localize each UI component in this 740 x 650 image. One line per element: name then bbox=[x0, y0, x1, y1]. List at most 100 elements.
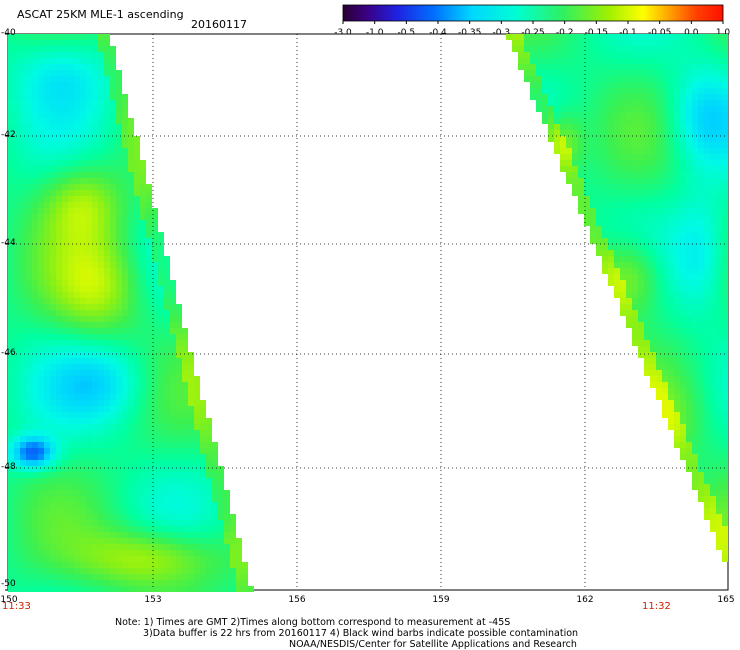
wind-cell bbox=[632, 142, 638, 148]
wind-cell bbox=[716, 220, 722, 226]
wind-cell bbox=[86, 568, 92, 574]
wind-cell bbox=[74, 376, 80, 382]
wind-cell bbox=[668, 106, 674, 112]
wind-cell bbox=[584, 64, 590, 70]
wind-cell bbox=[722, 160, 728, 166]
wind-cell bbox=[158, 376, 164, 382]
wind-cell bbox=[590, 202, 596, 208]
colorbar-tick-label: 1.0 bbox=[715, 28, 731, 38]
wind-cell bbox=[92, 394, 98, 400]
wind-cell bbox=[110, 478, 116, 484]
wind-cell bbox=[662, 100, 668, 106]
wind-cell bbox=[92, 484, 98, 490]
wind-cell bbox=[92, 286, 98, 292]
wind-cell bbox=[212, 520, 218, 526]
wind-cell bbox=[32, 502, 38, 508]
wind-cell bbox=[74, 430, 80, 436]
wind-cell bbox=[716, 88, 722, 94]
wind-cell bbox=[122, 334, 128, 340]
wind-cell bbox=[62, 106, 68, 112]
wind-cell bbox=[620, 76, 626, 82]
wind-cell bbox=[44, 154, 50, 160]
wind-cell bbox=[20, 334, 26, 340]
wind-cell bbox=[122, 124, 128, 130]
wind-cell bbox=[698, 370, 704, 376]
wind-cell bbox=[668, 172, 674, 178]
wind-cell bbox=[644, 208, 650, 214]
wind-cell bbox=[638, 172, 644, 178]
wind-cell bbox=[32, 514, 38, 520]
wind-cell bbox=[722, 352, 728, 358]
wind-cell bbox=[650, 52, 656, 58]
wind-cell bbox=[14, 352, 20, 358]
wind-cell bbox=[44, 262, 50, 268]
wind-cell bbox=[20, 208, 26, 214]
wind-cell bbox=[188, 364, 194, 370]
wind-cell bbox=[188, 508, 194, 514]
wind-cell bbox=[662, 202, 668, 208]
wind-cell bbox=[686, 124, 692, 130]
wind-cell bbox=[662, 268, 668, 274]
wind-cell bbox=[8, 352, 14, 358]
wind-cell bbox=[698, 298, 704, 304]
wind-cell bbox=[104, 148, 110, 154]
wind-cell bbox=[74, 568, 80, 574]
wind-cell bbox=[26, 472, 32, 478]
wind-cell bbox=[716, 526, 722, 532]
wind-cell bbox=[20, 286, 26, 292]
wind-cell bbox=[152, 538, 158, 544]
wind-cell bbox=[38, 364, 44, 370]
wind-cell bbox=[686, 400, 692, 406]
wind-cell bbox=[62, 394, 68, 400]
wind-cell bbox=[650, 154, 656, 160]
wind-cell bbox=[698, 346, 704, 352]
wind-cell bbox=[152, 556, 158, 562]
wind-cell bbox=[650, 166, 656, 172]
wind-cell bbox=[158, 388, 164, 394]
wind-cell bbox=[38, 442, 44, 448]
wind-cell bbox=[620, 40, 626, 46]
wind-cell bbox=[704, 58, 710, 64]
wind-cell bbox=[14, 256, 20, 262]
wind-cell bbox=[98, 334, 104, 340]
wind-cell bbox=[686, 382, 692, 388]
wind-cell bbox=[596, 58, 602, 64]
wind-cell bbox=[620, 292, 626, 298]
wind-cell bbox=[20, 202, 26, 208]
wind-cell bbox=[14, 154, 20, 160]
wind-cell bbox=[152, 526, 158, 532]
wind-cell bbox=[668, 94, 674, 100]
wind-cell bbox=[128, 436, 134, 442]
wind-cell bbox=[170, 400, 176, 406]
wind-cell bbox=[578, 166, 584, 172]
wind-cell bbox=[620, 124, 626, 130]
wind-cell bbox=[686, 334, 692, 340]
wind-cell bbox=[188, 412, 194, 418]
wind-cell bbox=[116, 178, 122, 184]
wind-cell bbox=[560, 124, 566, 130]
wind-cell bbox=[20, 502, 26, 508]
wind-cell bbox=[98, 388, 104, 394]
wind-cell bbox=[68, 346, 74, 352]
wind-cell bbox=[668, 226, 674, 232]
wind-cell bbox=[152, 220, 158, 226]
wind-cell bbox=[80, 370, 86, 376]
wind-cell bbox=[692, 220, 698, 226]
wind-cell bbox=[554, 52, 560, 58]
wind-cell bbox=[116, 70, 122, 76]
wind-cell bbox=[164, 496, 170, 502]
wind-cell bbox=[38, 340, 44, 346]
wind-cell bbox=[230, 568, 236, 574]
wind-cell bbox=[668, 334, 674, 340]
wind-cell bbox=[212, 550, 218, 556]
wind-cell bbox=[164, 442, 170, 448]
wind-cell bbox=[68, 124, 74, 130]
wind-cell bbox=[524, 46, 530, 52]
wind-cell bbox=[8, 136, 14, 142]
wind-cell bbox=[62, 376, 68, 382]
wind-cell bbox=[680, 268, 686, 274]
wind-cell bbox=[692, 250, 698, 256]
wind-cell bbox=[38, 490, 44, 496]
wind-cell bbox=[584, 46, 590, 52]
wind-cell bbox=[116, 370, 122, 376]
